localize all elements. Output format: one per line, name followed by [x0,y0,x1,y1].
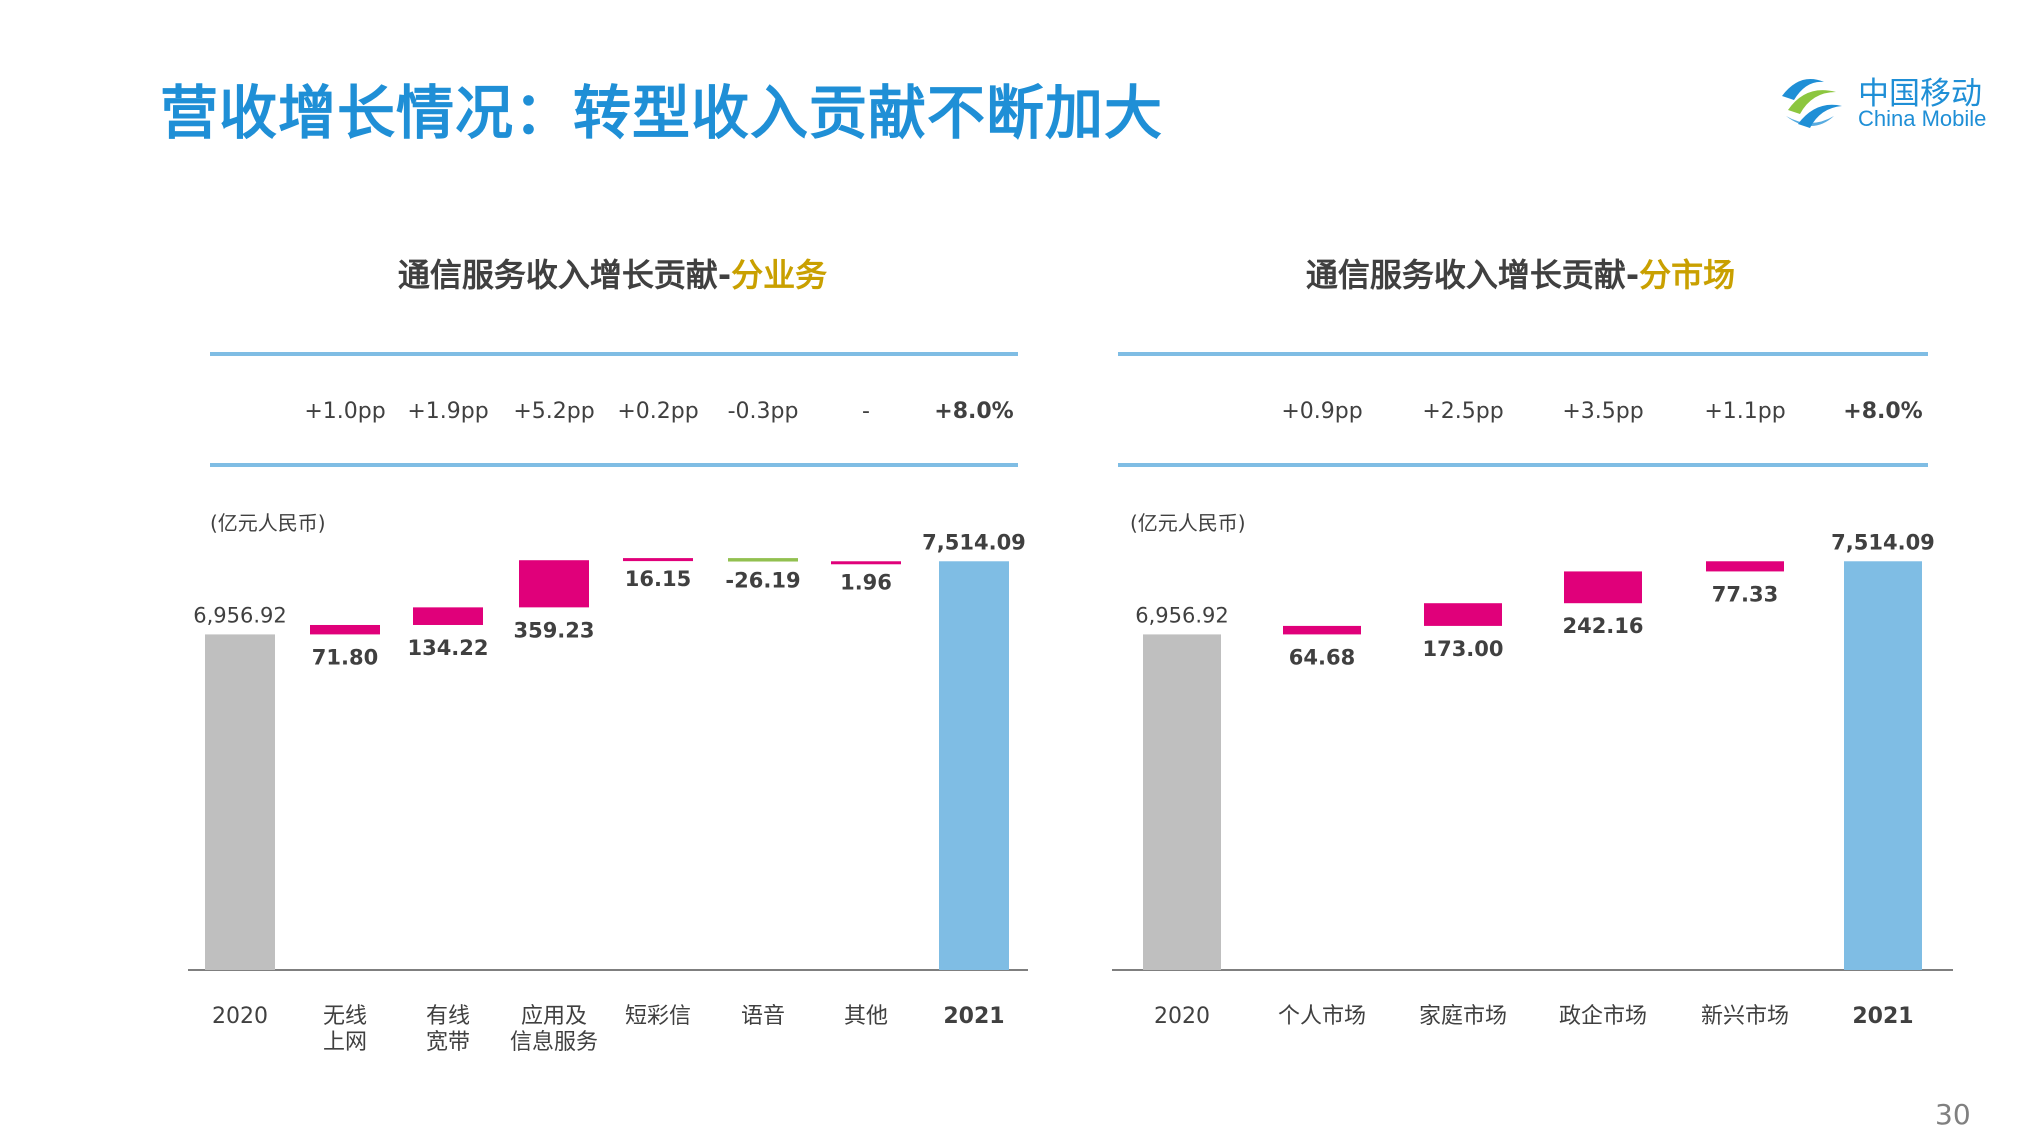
page-number: 30 [1935,1098,1971,1131]
business-bar-5 [728,558,798,562]
chart-title-market: 通信服务收入增长贡献-分市场 [1118,250,1923,296]
business-pp-label: +5.2pp [513,399,594,424]
market-category-label: 政企市场 [1559,1004,1647,1029]
business-value-label: 71.80 [312,645,378,669]
market-value-label: 6,956.92 [1135,603,1229,627]
business-bar-1 [310,624,380,635]
market-value-label: 64.68 [1289,645,1355,669]
market-category-label: 2020 [1154,1004,1210,1029]
market-category-label: 新兴市场 [1701,1004,1789,1029]
market-bar-0 [1143,634,1221,970]
market-bar-4 [1706,561,1784,572]
business-pp-label: +8.0% [934,399,1013,424]
china-mobile-logo-icon [1782,79,1842,128]
business-bar-7 [939,561,1009,970]
logo-text-en: China Mobile [1858,106,1987,131]
market-category-label: 2021 [1852,1004,1913,1029]
business-bar-4 [623,558,693,562]
market-value-label: 77.33 [1712,582,1778,606]
market-pp-label: +8.0% [1843,399,1922,424]
business-value-label: 1.96 [840,570,892,594]
business-bar-2 [413,607,483,625]
market-value-label: 173.00 [1422,637,1503,661]
market-pp-label: +2.5pp [1422,399,1503,424]
business-bar-6 [831,561,901,565]
market-value-label: 242.16 [1562,614,1643,638]
business-value-label: 7,514.09 [922,530,1026,554]
business-category-label: 语音 [741,1004,785,1029]
business-category-label: 其他 [844,1004,888,1029]
business-category-label: 无线 [323,1004,367,1029]
market-bar-2 [1424,603,1502,626]
business-value-label: -26.19 [725,569,800,593]
market-pp-label: +0.9pp [1281,399,1362,424]
business-bar-0 [205,634,275,970]
market-category-label: 家庭市场 [1419,1004,1507,1029]
business-category-label: 应用及 [521,1004,587,1029]
business-value-label: 359.23 [513,618,594,642]
business-value-label: 134.22 [407,636,488,660]
business-category-label: 2021 [943,1004,1004,1029]
business-pp-label: +1.9pp [407,399,488,424]
page-title: 营收增长情况：转型收入贡献不断加大 [160,79,1164,147]
market-bar-3 [1564,571,1642,604]
business-unit-label: (亿元人民币) [210,511,326,535]
chart-title-business-highlight: 分业务 [731,256,828,294]
china-mobile-logo: 中国移动 China Mobile [1776,66,1996,136]
market-value-label: 7,514.09 [1831,530,1935,554]
market-bar-5 [1844,561,1922,970]
business-category-label: 信息服务 [510,1030,598,1055]
logo-text-cn: 中国移动 [1858,76,1982,112]
business-category-label: 宽带 [426,1030,470,1055]
market-pp-label: +1.1pp [1704,399,1785,424]
business-category-label: 2020 [212,1004,268,1029]
chart-title-market-highlight: 分市场 [1639,256,1736,294]
market-category-label: 个人市场 [1278,1004,1366,1029]
chart-title-business: 通信服务收入增长贡献-分业务 [210,250,1015,296]
market-pp-label: +3.5pp [1562,399,1643,424]
market-unit-label: (亿元人民币) [1130,511,1246,535]
chart-title-business-main: 通信服务收入增长贡献- [397,256,732,294]
chart-title-market-main: 通信服务收入增长贡献- [1305,256,1640,294]
business-category-label: 有线 [426,1004,470,1029]
business-value-label: 6,956.92 [193,603,287,627]
business-category-label: 短彩信 [625,1004,691,1029]
business-category-label: 上网 [323,1030,367,1055]
market-bar-1 [1283,625,1361,635]
business-value-label: 16.15 [625,567,691,591]
business-bar-3 [519,560,589,608]
business-pp-label: +1.0pp [304,399,385,424]
business-pp-label: - [862,399,870,424]
business-pp-label: +0.2pp [617,399,698,424]
business-pp-label: -0.3pp [728,399,799,424]
